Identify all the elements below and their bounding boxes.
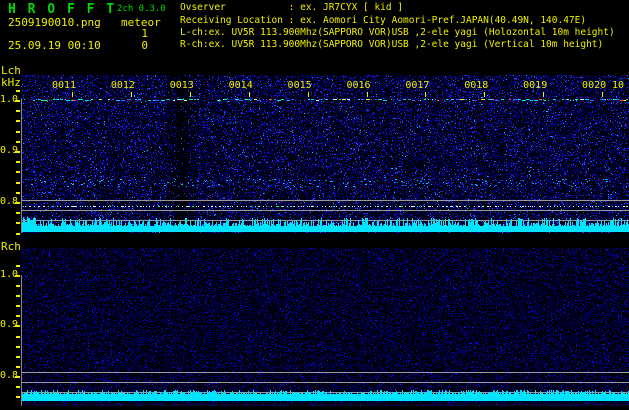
observer-line: Ovserver : ex. JR7CYX [ kid ] [180, 2, 404, 13]
freq-axis-tick [16, 192, 20, 194]
rch-spectrogram-canvas [21, 248, 629, 406]
lch-spectrogram-canvas [21, 75, 629, 233]
time-axis-tick [367, 92, 368, 97]
rch-channel-label: Rch [1, 240, 21, 253]
freq-axis-tick [16, 366, 20, 368]
freq-axis-tick [16, 120, 20, 122]
time-axis-label: 0019 [523, 80, 548, 91]
freq-axis-tick [16, 110, 20, 112]
freq-axis-tick [16, 356, 20, 358]
mode-label: meteor [121, 16, 161, 29]
freq-axis-tick [16, 386, 20, 388]
lch-meteor-count: 1 [141, 27, 148, 40]
freq-axis-tick [16, 90, 20, 92]
freq-axis-tick [16, 141, 20, 143]
freq-axis-tick [16, 295, 20, 297]
app-title: H R O F F T [8, 2, 117, 17]
freq-axis-tick [16, 315, 20, 317]
time-axis-label: 0016 [346, 80, 371, 91]
rch-setup-line: R-ch:ex. UV5R 113.900Mhz(SAPPORO VOR)USB… [180, 39, 604, 50]
rch-meteor-count: 0 [141, 39, 148, 52]
freq-axis-tick [15, 376, 20, 378]
freq-axis-tick [16, 336, 20, 338]
time-axis-tick [249, 92, 250, 97]
time-axis-label: 0017 [405, 80, 430, 91]
freq-axis-tick [16, 212, 20, 214]
freq-axis-label: 1.0 [0, 94, 19, 105]
freq-axis-tick [15, 275, 20, 277]
time-axis-label: 0011 [51, 80, 77, 91]
freq-axis-tick [16, 396, 20, 398]
freq-axis-tick [16, 265, 20, 267]
lch-channel-label: Lch [1, 64, 21, 77]
khz-unit-label: kHz [1, 76, 21, 89]
freq-axis-tick [15, 202, 20, 204]
freq-axis-tick [15, 325, 20, 327]
freq-axis-tick [16, 285, 20, 287]
time-axis-label: 0015 [287, 80, 312, 91]
freq-axis-label: 0.8 [0, 370, 19, 381]
time-axis-tick [425, 92, 426, 97]
lch-setup-line: L-ch:ex. UV5R 113.900Mhz(SAPPORO VOR)USB… [180, 27, 615, 38]
time-axis-label: 0018 [464, 80, 489, 91]
time-axis-tick [308, 92, 309, 97]
time-axis-label: 0020 [582, 80, 607, 91]
time-axis-tick [131, 92, 132, 97]
freq-axis-tick [16, 161, 20, 163]
freq-axis-tick [16, 305, 20, 307]
freq-axis-tick [16, 233, 20, 235]
app-version: 2ch 0.3.0 [117, 4, 166, 14]
freq-axis-label: 1.0 [0, 269, 19, 280]
time-axis-label: 0013 [169, 80, 194, 91]
freq-axis-label: 0.8 [0, 196, 19, 207]
freq-axis-tick [15, 151, 20, 153]
freq-axis-tick [16, 346, 20, 348]
time-axis-tick [190, 92, 191, 97]
location-line: Receiving Location : ex. Aomori City Aom… [180, 15, 587, 26]
freq-axis-label: 0.9 [0, 319, 19, 330]
freq-axis-tick [15, 100, 20, 102]
time-axis-label-partial: 10 [612, 80, 625, 91]
freq-axis-tick [16, 222, 20, 224]
time-axis-tick [602, 92, 603, 97]
time-axis-tick [484, 92, 485, 97]
freq-axis-tick [16, 182, 20, 184]
time-axis-label: 0014 [228, 80, 253, 91]
time-axis-label: 0012 [110, 80, 135, 91]
freq-axis-tick [16, 171, 20, 173]
freq-axis-label: 0.9 [0, 145, 19, 156]
datetime-stamp: 25.09.19 00:10 [8, 39, 101, 52]
output-filename: 2509190010.png [8, 16, 101, 29]
freq-axis-tick [16, 131, 20, 133]
time-axis-tick [543, 92, 544, 97]
time-axis-tick [72, 92, 73, 97]
